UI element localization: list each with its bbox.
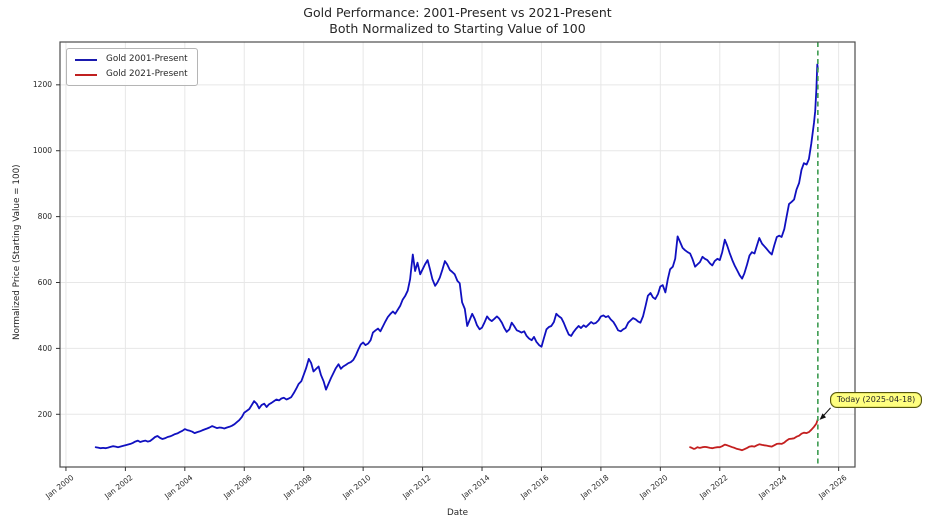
legend-label: Gold 2001-Present [106, 54, 188, 64]
y-tick-label: 600 [37, 278, 52, 287]
x-axis-label: Date [446, 508, 469, 518]
series-line-gold-2001 [94, 63, 819, 450]
series-line-gold-2021 [689, 418, 819, 452]
y-tick-label: 400 [37, 343, 52, 353]
annotation-arrowhead [819, 413, 827, 420]
chart-title-line2: Both Normalized to Starting Value of 100 [329, 21, 586, 36]
legend-swatch-red [75, 73, 97, 76]
y-axis-label: Normalized Price (Starting Value = 100) [12, 164, 22, 340]
legend: Gold 2001-Present Gold 2021-Present [66, 48, 198, 86]
legend-item-gold-2001: Gold 2001-Present [75, 54, 188, 65]
legend-swatch-blue [75, 58, 97, 61]
chart-title-line1: Gold Performance: 2001-Present vs 2021-P… [303, 5, 612, 20]
y-tick-label: 1000 [32, 146, 52, 156]
y-tick-label: 800 [37, 212, 52, 222]
today-annotation: Today (2025-04-18) [829, 391, 923, 408]
y-tick-label: 200 [37, 409, 52, 419]
legend-item-gold-2021: Gold 2021-Present [75, 69, 188, 80]
legend-label: Gold 2021-Present [106, 69, 188, 79]
y-tick-label: 1200 [32, 80, 52, 90]
plot-border [59, 41, 856, 468]
